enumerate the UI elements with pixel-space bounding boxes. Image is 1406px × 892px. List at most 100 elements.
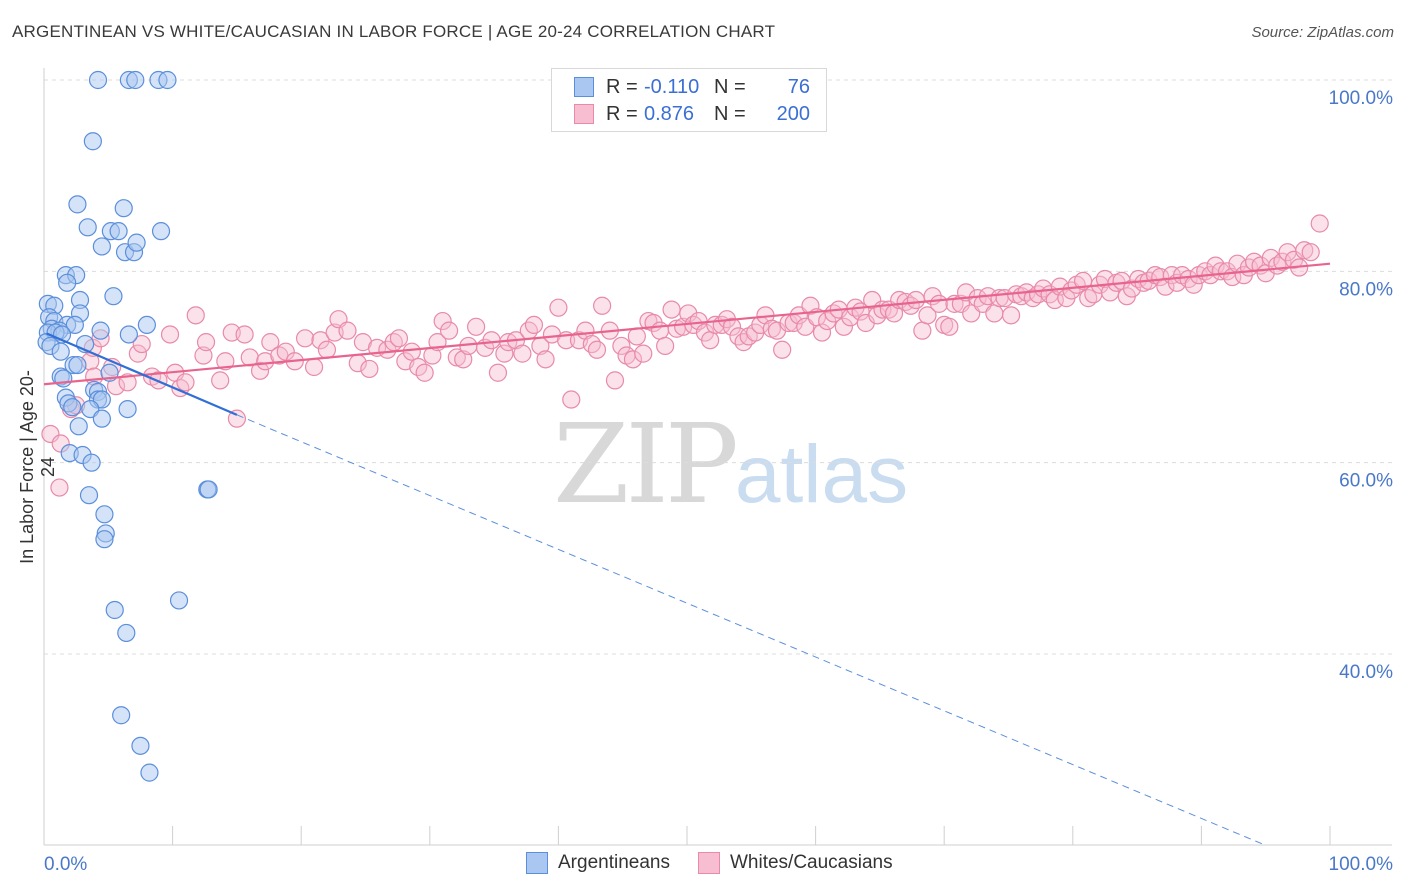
trendline-argentineans-extension [236, 414, 1266, 846]
y-tick-label: 80.0% [1339, 279, 1393, 300]
point-argentineans [95, 505, 114, 524]
point-whites [918, 306, 937, 325]
r-value: 0.876 [644, 102, 695, 125]
point-whites [132, 334, 151, 354]
point-argentineans [127, 233, 146, 252]
point-argentineans [105, 600, 124, 620]
x-tick-label: 100.0% [1329, 854, 1394, 875]
point-whites [488, 363, 508, 382]
legend-label: Argentineans [558, 852, 670, 873]
point-argentineans [199, 480, 218, 499]
point-whites [261, 333, 280, 352]
point-argentineans [88, 70, 108, 90]
point-whites [656, 336, 675, 356]
point-argentineans [79, 486, 99, 505]
legend-item-whites: Whites/Caucasians [697, 852, 893, 874]
point-whites [812, 323, 832, 342]
y-axis-label: In Labor Force | Age 20-24 [17, 370, 58, 564]
point-argentineans [91, 321, 110, 340]
point-whites [439, 321, 459, 340]
point-whites [128, 344, 147, 363]
pink-swatch-icon [697, 852, 720, 874]
x-tick-label: 0.0% [44, 854, 87, 875]
point-argentineans [58, 273, 77, 292]
point-whites [118, 373, 137, 392]
point-whites [549, 298, 568, 317]
point-argentineans [151, 222, 171, 241]
legend-row-whites: R = 0.876 N = 200 [574, 102, 810, 126]
point-argentineans [69, 417, 88, 436]
point-whites [650, 321, 670, 340]
point-whites [50, 478, 69, 497]
point-whites [722, 317, 742, 336]
point-whites [612, 336, 631, 356]
blue-swatch-icon [574, 77, 594, 97]
point-whites [186, 306, 205, 325]
point-whites [415, 363, 434, 382]
legend-label: Whites/Caucasians [729, 852, 893, 873]
point-argentineans [169, 591, 189, 610]
point-argentineans [92, 409, 111, 428]
point-whites [536, 350, 555, 369]
point-argentineans [117, 623, 136, 643]
point-argentineans [118, 399, 137, 419]
legend-row-argentineans: R = -0.110 N = 76 [574, 75, 810, 99]
point-whites [482, 331, 501, 350]
point-argentineans [95, 530, 114, 549]
source-label: Source: ZipAtlas.com [1251, 24, 1394, 41]
point-whites [801, 296, 820, 315]
point-argentineans [126, 70, 145, 90]
point-whites [623, 350, 643, 369]
point-whites [627, 327, 646, 346]
point-whites [562, 390, 581, 409]
point-whites [311, 331, 330, 350]
n-value: 200 [776, 102, 810, 125]
point-argentineans [83, 132, 102, 151]
point-whites [1001, 306, 1021, 325]
point-whites [605, 371, 625, 390]
point-whites [582, 334, 601, 354]
y-tick-label: 100.0% [1329, 88, 1394, 109]
point-whites [834, 317, 853, 336]
point-whites [929, 294, 949, 313]
point-whites [1211, 262, 1230, 281]
point-argentineans [78, 218, 97, 237]
point-argentineans [119, 325, 138, 344]
point-whites [317, 340, 337, 359]
point-whites [304, 357, 324, 377]
pink-swatch-icon [574, 104, 594, 124]
point-whites [211, 371, 230, 390]
point-whites [701, 331, 720, 350]
point-whites [196, 333, 216, 352]
point-whites [454, 350, 473, 369]
point-whites [1273, 252, 1292, 271]
point-whites [216, 352, 235, 371]
point-argentineans [114, 199, 133, 218]
point-whites [1179, 269, 1198, 289]
point-whites [662, 300, 681, 319]
point-argentineans [51, 342, 70, 361]
point-whites [160, 325, 180, 344]
point-whites [176, 373, 195, 392]
point-argentineans [137, 315, 156, 335]
point-whites [433, 311, 452, 331]
point-whites [495, 344, 514, 363]
point-whites [513, 344, 532, 363]
n-value: 76 [787, 75, 810, 98]
point-whites [524, 315, 544, 335]
point-whites [466, 317, 486, 336]
point-argentineans [63, 398, 82, 417]
point-argentineans [92, 237, 111, 256]
point-argentineans [131, 736, 150, 755]
series-legend: Argentineans Whites/Caucasians [526, 852, 921, 874]
point-whites [1310, 214, 1329, 233]
point-whites [194, 346, 213, 365]
point-whites [634, 344, 653, 363]
point-whites [360, 359, 379, 379]
point-argentineans [140, 763, 159, 782]
point-whites [402, 342, 421, 361]
point-whites [1151, 267, 1170, 287]
point-argentineans [158, 70, 177, 90]
point-whites [679, 304, 698, 323]
